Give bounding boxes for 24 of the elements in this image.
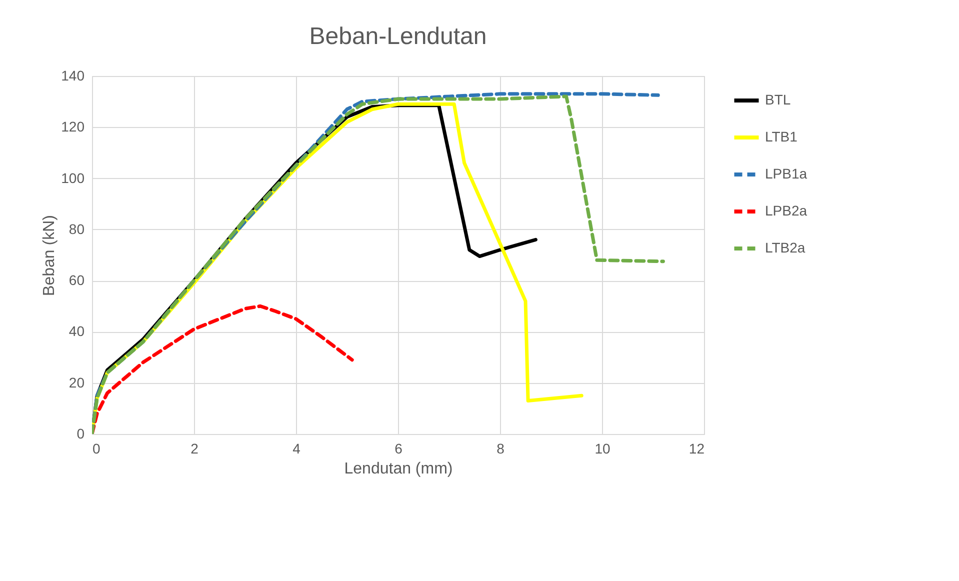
x-tick-label: 0 — [92, 440, 100, 456]
x-tick-label: 6 — [394, 440, 403, 456]
legend-label: LTB2a — [765, 240, 806, 256]
y-tick-label: 40 — [68, 323, 85, 340]
y-tick-label: 20 — [68, 374, 85, 390]
x-tick-label: 4 — [292, 440, 301, 456]
y-tick-label: 100 — [61, 170, 85, 186]
x-tick-label: 10 — [594, 440, 610, 456]
y-tick-label: 120 — [61, 118, 85, 135]
legend-label: BTL — [765, 92, 791, 108]
legend-label: LPB2a — [765, 202, 808, 218]
legend-label: LPB1a — [765, 166, 808, 182]
chart-title: Beban-Lendutan — [309, 23, 487, 50]
x-tick-label: 8 — [496, 440, 505, 456]
y-axis-title: Beban (kN) — [41, 215, 58, 296]
y-tick-label: 60 — [68, 272, 85, 288]
legend-label: LTB1 — [765, 128, 798, 144]
x-axis-title: Lendutan (mm) — [344, 460, 453, 478]
y-tick-label: 80 — [68, 220, 85, 237]
line-series — [92, 304, 354, 434]
x-tick-label: 12 — [688, 440, 705, 456]
y-tick-label: 0 — [76, 426, 85, 442]
x-tick-label: 2 — [190, 440, 199, 456]
y-tick-label: 140 — [61, 68, 85, 84]
